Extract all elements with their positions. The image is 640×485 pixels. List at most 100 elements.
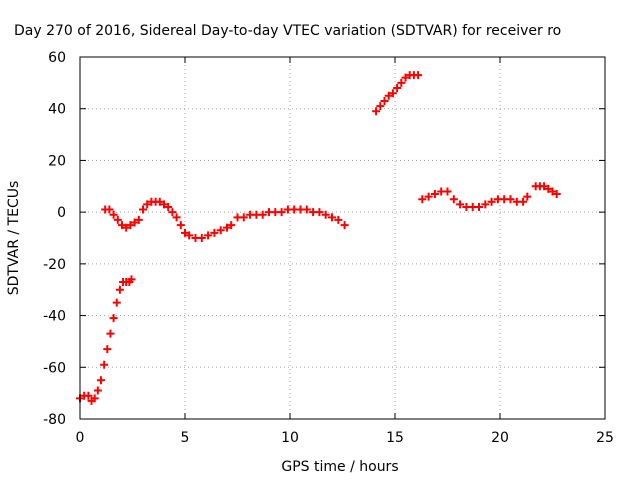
data-point: [227, 221, 236, 230]
data-point: [126, 221, 135, 230]
y-tick-label: -60: [43, 360, 66, 376]
data-point: [401, 73, 410, 82]
data-point: [424, 192, 433, 201]
data-point: [380, 96, 389, 105]
data-point: [340, 221, 349, 230]
data-point: [443, 187, 452, 196]
data-point: [258, 210, 267, 219]
y-tick-label: 60: [48, 50, 66, 66]
data-point: [393, 84, 402, 93]
data-point: [315, 208, 324, 217]
x-tick-label: 25: [596, 430, 614, 446]
data-point: [430, 190, 439, 199]
data-point: [552, 190, 561, 199]
x-tick-label: 0: [76, 430, 85, 446]
data-point: [103, 345, 112, 354]
y-axis-ticks: -80 -60 -40 -20 0 20 40 60: [43, 50, 605, 428]
data-point: [185, 231, 194, 240]
data-point: [176, 221, 185, 230]
data-point: [397, 78, 406, 87]
data-point: [109, 210, 118, 219]
y-tick-label: -80: [43, 412, 66, 428]
data-point: [90, 394, 99, 403]
data-point: [328, 213, 336, 222]
data-series-2: [101, 205, 143, 232]
data-point: [372, 107, 381, 116]
data-point: [155, 197, 164, 206]
data-point: [168, 208, 177, 217]
data-point: [223, 223, 231, 232]
y-tick-label: -20: [43, 257, 66, 273]
data-series-5: [372, 71, 423, 116]
data-point: [160, 200, 168, 209]
data-series-3: [139, 197, 236, 242]
x-tick-label: 10: [281, 430, 299, 446]
data-point: [487, 197, 496, 206]
x-axis-label: GPS time / hours: [281, 459, 398, 475]
data-point: [164, 202, 173, 211]
data-point: [388, 89, 397, 98]
data-point: [376, 102, 385, 111]
x-axis-ticks: 0 5 10 15 20 25: [76, 57, 614, 446]
data-point: [523, 192, 532, 201]
y-tick-label: 40: [48, 102, 66, 118]
data-point: [544, 184, 553, 193]
data-points: [76, 71, 561, 405]
data-point: [384, 91, 393, 100]
chart-title: Day 270 of 2016, Sidereal Day-to-day VTE…: [14, 23, 561, 39]
x-tick-label: 15: [386, 430, 404, 446]
data-point: [109, 314, 118, 323]
y-tick-label: 0: [57, 205, 66, 221]
data-point: [113, 215, 122, 224]
data-point: [172, 213, 181, 222]
data-point: [197, 234, 206, 242]
data-point: [449, 195, 458, 204]
data-point: [127, 275, 136, 284]
data-point: [204, 231, 213, 240]
data-point: [210, 228, 219, 237]
data-point: [84, 391, 93, 400]
data-point: [216, 226, 225, 235]
data-point: [106, 329, 115, 338]
data-point: [122, 223, 131, 232]
data-point: [181, 228, 189, 237]
grid-lines: [80, 57, 605, 419]
data-point: [100, 360, 109, 369]
data-point: [481, 200, 490, 209]
data-point: [239, 213, 248, 222]
data-point: [115, 285, 124, 294]
data-series-7: [531, 182, 561, 199]
data-point: [456, 200, 465, 209]
data-point: [93, 386, 102, 395]
data-point: [519, 197, 528, 206]
data-point: [506, 195, 515, 204]
x-tick-label: 5: [181, 430, 190, 446]
x-tick-label: 20: [491, 430, 509, 446]
data-point: [302, 205, 311, 214]
data-point: [277, 208, 286, 217]
data-point: [143, 200, 152, 209]
data-point: [321, 210, 330, 219]
data-series-4: [233, 205, 349, 230]
data-point: [334, 215, 343, 224]
y-tick-label: 20: [48, 153, 66, 169]
plot-frame: [79, 56, 606, 420]
data-series-6: [418, 187, 532, 211]
data-point: [414, 71, 423, 80]
data-point: [130, 218, 139, 227]
data-point: [548, 187, 557, 196]
data-point: [418, 195, 427, 204]
data-point: [134, 215, 143, 224]
data-point: [475, 202, 483, 211]
data-point: [97, 376, 105, 385]
y-axis-label: SDTVAR / TECUs: [6, 181, 22, 296]
data-point: [105, 205, 114, 214]
data-point: [540, 182, 549, 191]
data-point: [118, 221, 126, 230]
y-tick-label: -40: [43, 309, 66, 325]
data-point: [112, 298, 121, 307]
data-point: [139, 205, 147, 214]
data-series-1: [76, 275, 136, 405]
